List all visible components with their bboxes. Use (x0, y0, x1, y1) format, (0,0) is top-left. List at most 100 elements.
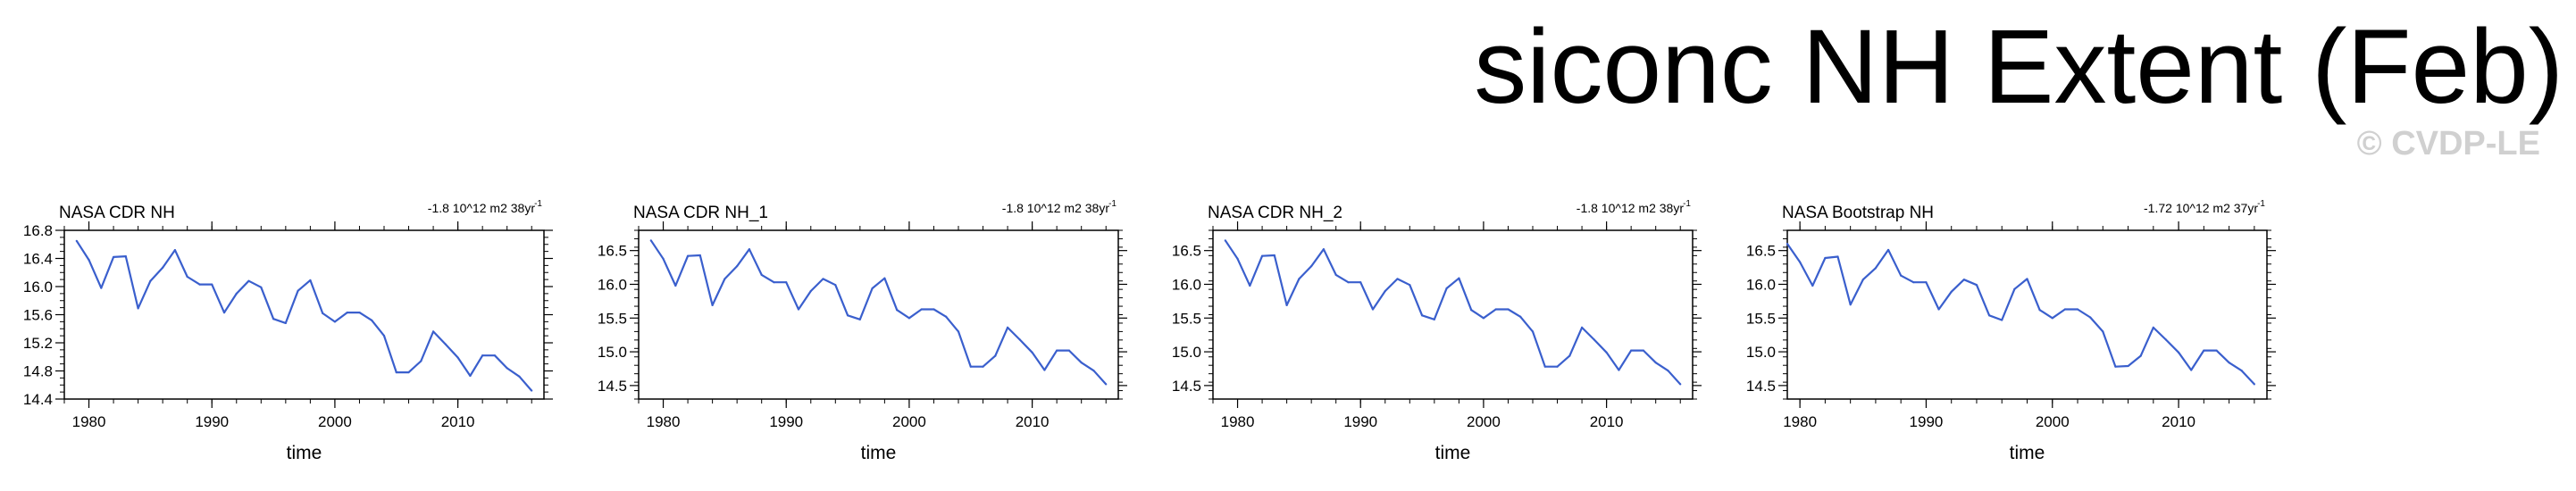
data-point (493, 354, 497, 357)
trend-label: -1.72 10^12 m2 37yr (2144, 201, 2258, 215)
data-point (1925, 281, 1928, 284)
x-tick-label: 1990 (1910, 413, 1944, 430)
data-point (1384, 289, 1386, 293)
y-tick-label: 15.2 (23, 335, 53, 352)
y-tick-label: 15.5 (1746, 310, 1776, 327)
data-point (1433, 318, 1435, 320)
data-point (1396, 278, 1399, 280)
data-point (1067, 349, 1071, 352)
plot-frame (638, 229, 1119, 400)
data-point (2076, 308, 2079, 311)
data-point (322, 312, 324, 315)
x-tick-label: 1980 (1221, 413, 1255, 430)
data-point (100, 287, 103, 289)
data-point (1273, 254, 1275, 257)
data-point (272, 318, 275, 320)
data-point (797, 308, 800, 311)
y-tick-label: 16.0 (1746, 276, 1776, 293)
data-point (346, 312, 348, 314)
data-point (2228, 362, 2230, 364)
y-tick-label: 14.5 (1172, 378, 1201, 395)
data-point (75, 239, 78, 242)
data-point (662, 257, 665, 260)
data-point (1811, 284, 1814, 287)
series-line (1224, 239, 1682, 386)
data-point (1249, 284, 1251, 287)
series-line (75, 240, 533, 392)
chart-title: NASA CDR NH (59, 204, 175, 222)
data-point (407, 370, 410, 374)
data-point (2164, 338, 2168, 341)
data-point (1347, 281, 1350, 284)
data-point (1861, 279, 1864, 281)
y-tick-label: 16.8 (23, 222, 53, 239)
data-point (1937, 308, 1940, 311)
data-point (809, 289, 812, 293)
chart-panel-2: NASA CDR NH_1 -1.8 10^12 m2 38yr -1 14.5 15.… (598, 199, 1127, 463)
data-point (469, 374, 472, 378)
data-point (1836, 255, 1839, 258)
data-point (1080, 362, 1083, 364)
data-point (431, 330, 435, 333)
data-point (2253, 383, 2255, 386)
y-tick-label: 16.5 (1172, 243, 1201, 260)
y-tick-label: 16.5 (598, 243, 627, 260)
data-point (2152, 326, 2154, 329)
data-point (371, 319, 373, 321)
trend-exponent: -1 (1108, 199, 1117, 209)
data-point (2215, 349, 2218, 352)
data-point (1043, 369, 1046, 371)
data-point (124, 255, 127, 258)
watermark: © CVDP-LE (2356, 125, 2540, 162)
data-point (1568, 354, 1571, 357)
data-point (1799, 261, 1802, 263)
data-point (149, 279, 152, 282)
trend-label: -1.8 10^12 m2 38yr (1002, 201, 1110, 215)
data-point (1580, 326, 1584, 329)
data-point (1359, 281, 1362, 284)
data-point (1886, 248, 1890, 252)
y-tick-label: 16.0 (1172, 276, 1201, 293)
x-tick-label: 1990 (1343, 413, 1377, 430)
data-point (957, 330, 960, 333)
x-axis-label: time (2010, 443, 2045, 463)
data-point (235, 292, 238, 295)
data-point (333, 320, 337, 323)
y-tick-label: 15.6 (23, 307, 53, 324)
data-point (723, 278, 726, 280)
data-point (945, 315, 948, 318)
data-point (1849, 304, 1852, 306)
chart-title: NASA CDR NH_2 (1208, 204, 1342, 222)
data-point (2190, 369, 2193, 371)
data-point (481, 354, 484, 357)
data-point (760, 273, 763, 276)
data-point (1786, 243, 1789, 246)
data-point (834, 284, 837, 287)
y-tick-label: 14.4 (23, 391, 53, 408)
trend-label: -1.8 10^12 m2 38yr (1577, 201, 1685, 215)
chart-panel-4: NASA Bootstrap NH -1.72 10^12 m2 37yr -1 14… (1746, 199, 2276, 463)
data-point (198, 283, 201, 286)
data-point (2114, 365, 2117, 368)
data-point (358, 312, 361, 314)
data-point (1458, 277, 1460, 279)
data-point (1654, 362, 1657, 364)
data-point (1874, 267, 1878, 270)
data-point (1556, 365, 1559, 368)
data-point (1445, 287, 1448, 290)
x-axis-label: time (1435, 443, 1471, 463)
data-point (420, 360, 422, 362)
chart-panel-3: NASA CDR NH_2 -1.8 10^12 m2 38yr -1 14.5 15.… (1172, 199, 1702, 463)
data-point (822, 278, 824, 280)
x-axis-label: time (861, 443, 897, 463)
y-tick-label: 15.0 (598, 344, 627, 361)
data-point (137, 307, 139, 310)
data-point (773, 281, 775, 284)
x-tick-label: 2010 (2162, 413, 2195, 430)
data-point (2240, 370, 2243, 372)
data-point (1962, 279, 1965, 281)
y-tick-label: 16.0 (23, 279, 53, 295)
data-point (531, 389, 533, 392)
y-tick-label: 14.5 (598, 378, 627, 395)
data-point (1056, 349, 1058, 352)
